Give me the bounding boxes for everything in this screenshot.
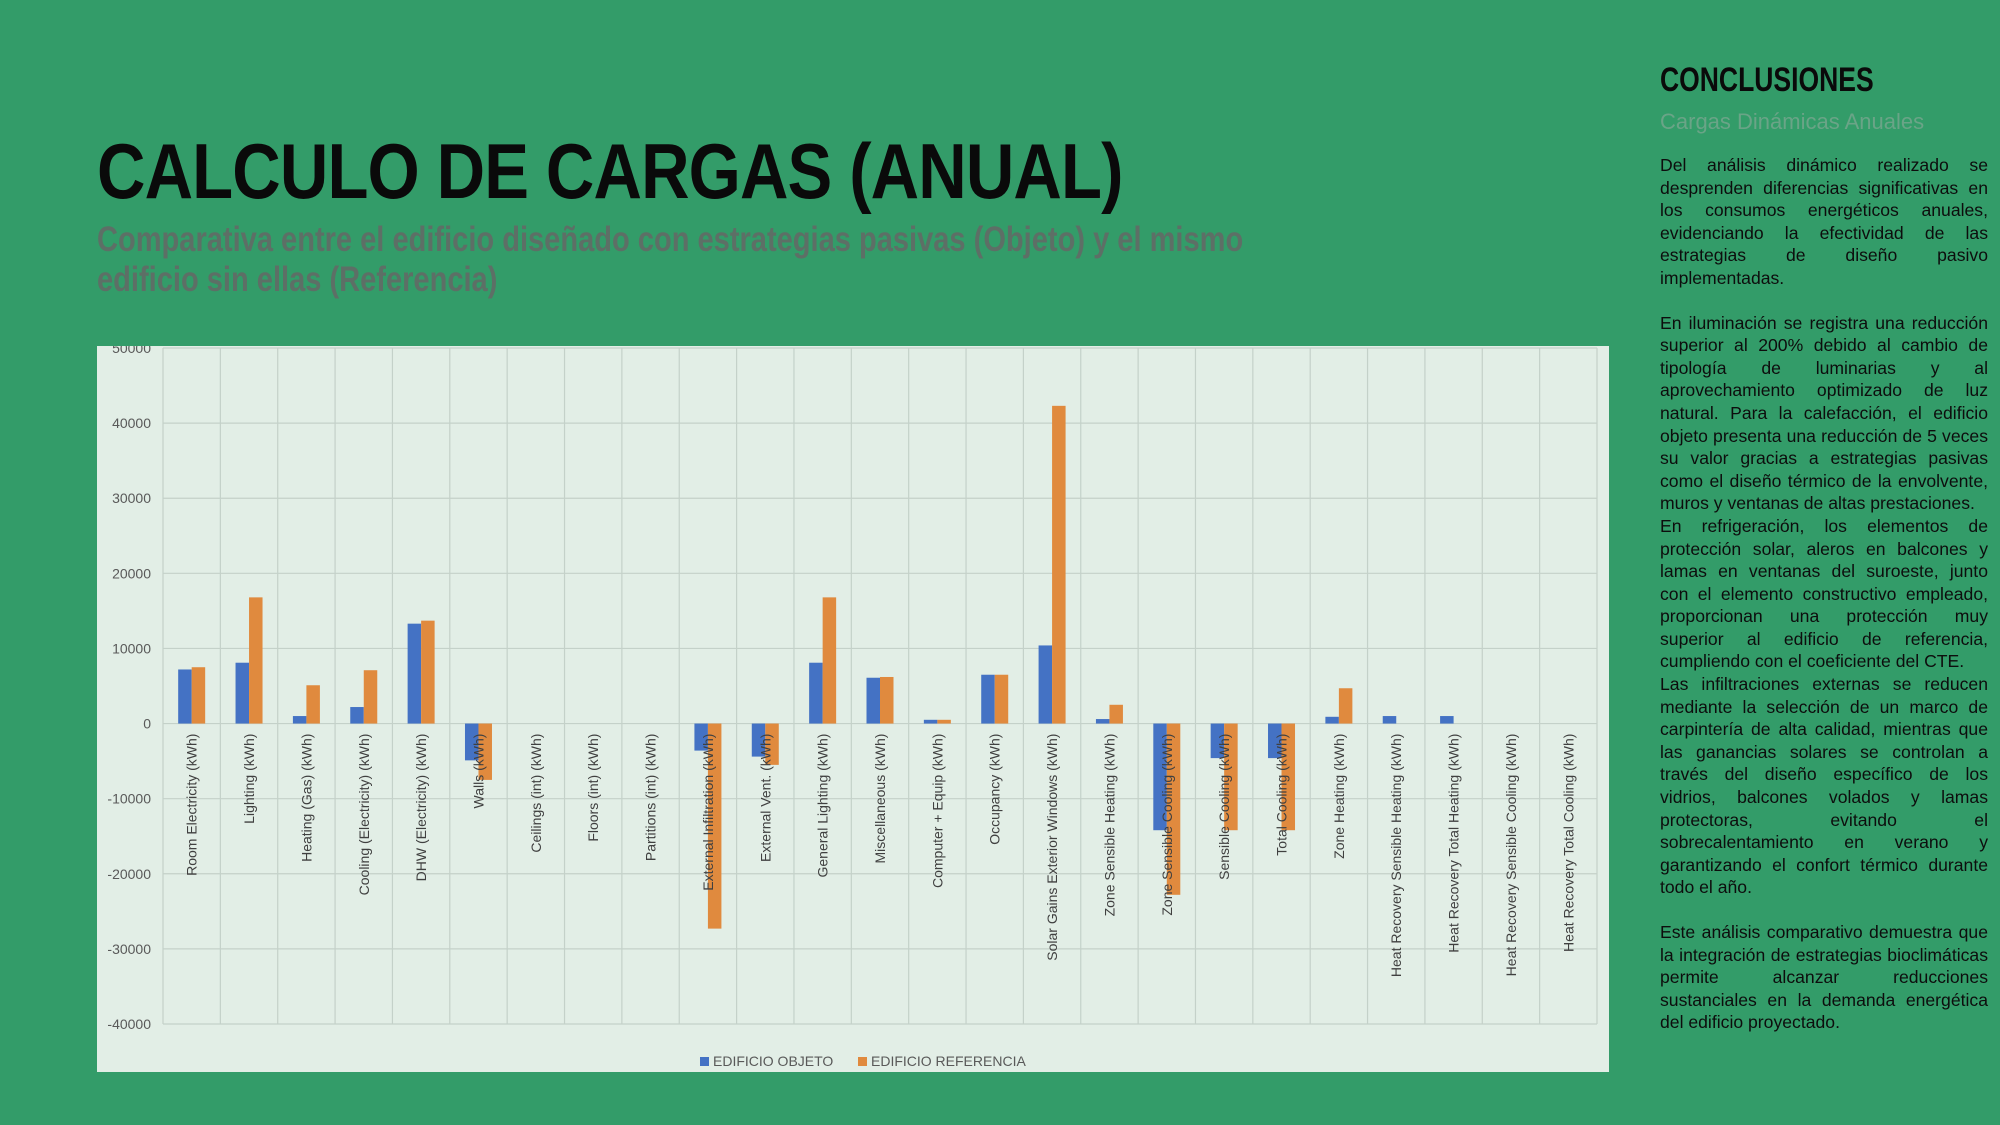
legend-swatch-objeto <box>700 1057 709 1066</box>
bar-objeto <box>1038 645 1053 724</box>
bar-referencia <box>937 719 951 724</box>
bar-objeto <box>1210 723 1225 759</box>
x-category-label: External Infiltration (kWh) <box>700 734 716 891</box>
y-tick-label: -30000 <box>107 941 151 957</box>
page-title: CALCULO DE CARGAS (ANUAL) <box>97 127 1123 215</box>
bar-objeto <box>464 723 479 761</box>
x-category-label: External Vent. (kWh) <box>757 734 773 862</box>
y-tick-label: 10000 <box>112 640 151 656</box>
x-category-label: Miscellaneous (kWh) <box>872 734 888 864</box>
bar-referencia <box>765 723 779 765</box>
bar-referencia <box>478 723 492 780</box>
bar-referencia <box>1224 723 1238 831</box>
bar-objeto <box>694 723 708 751</box>
x-category-label: Zone Sensible Heating (kWh) <box>1101 734 1117 917</box>
legend-label-referencia: EDIFICIO REFERENCIA <box>871 1053 1026 1069</box>
x-axis-labels: Room Electricity (kWh) Lighting (kWh) Heat… <box>184 734 1577 978</box>
y-tick-label: 50000 <box>112 346 151 356</box>
bar-objeto <box>350 707 364 724</box>
x-category-label: Floors (int) (kWh) <box>585 734 601 842</box>
page-subtitle: Comparativa entre el edificio diseñado c… <box>97 220 1244 299</box>
x-category-label: Heat Recovery Sensible Cooling (kWh) <box>1503 734 1519 977</box>
bar-objeto <box>866 677 880 724</box>
bar-objeto <box>1440 716 1454 724</box>
conclusion-paragraph: Este análisis comparativo demuestra que … <box>1660 922 1988 1033</box>
conclusion-paragraph: En iluminación se registra una reducción… <box>1660 312 1988 514</box>
legend-swatch-referencia <box>858 1057 867 1066</box>
x-category-label: Room Electricity (kWh) <box>184 734 200 876</box>
bars <box>178 405 1454 929</box>
bar-chart: 50000 40000 30000 20000 10000 0 -10000 -20000 -3… <box>107 346 1598 1069</box>
conclusions-subtitle: Cargas Dinámicas Anuales <box>1660 109 1925 134</box>
x-category-label: Heating (Gas) (kWh) <box>298 734 314 862</box>
conclusions-panel: CONCLUSIONES Cargas Dinámicas Anuales De… <box>1660 56 1988 1034</box>
legend: EDIFICIO OBJETO EDIFICIO REFERENCIA <box>700 1053 1026 1069</box>
bar-objeto <box>292 716 307 724</box>
y-tick-label: 0 <box>143 716 151 732</box>
chart-panel: 50000 40000 30000 20000 10000 0 -10000 -20000 -3… <box>97 346 1609 1072</box>
bar-objeto <box>809 662 823 724</box>
conclusion-paragraph: Del análisis dinámico realizado se despr… <box>1660 155 1988 288</box>
y-tick-label: 30000 <box>112 490 151 506</box>
bar-referencia <box>191 667 206 724</box>
bar-objeto <box>1153 723 1167 831</box>
bar-referencia <box>880 676 894 724</box>
bar-referencia <box>822 597 837 724</box>
bar-objeto <box>923 719 938 724</box>
conclusion-paragraph: En refrigeración, los elementos de prote… <box>1660 515 1988 672</box>
bar-objeto <box>235 662 250 724</box>
x-category-label: Heat Recovery Total Cooling (kWh) <box>1560 734 1576 952</box>
conclusion-paragraph: Las infiltraciones externas se reducen m… <box>1660 674 1988 898</box>
x-category-label: Ceilings (int) (kWh) <box>528 734 544 853</box>
bar-objeto <box>407 623 422 724</box>
y-tick-label: 40000 <box>112 415 151 431</box>
bar-referencia <box>1052 405 1066 724</box>
bar-referencia <box>363 670 378 724</box>
bar-referencia <box>421 620 435 724</box>
y-tick-label: 20000 <box>112 565 151 581</box>
bar-objeto <box>178 669 192 724</box>
legend-label-objeto: EDIFICIO OBJETO <box>713 1053 833 1069</box>
x-category-label: Partitions (int) (kWh) <box>643 734 659 862</box>
conclusions-title: CONCLUSIONES <box>1660 61 1874 99</box>
x-category-label: Cooling (Electricity) (kWh) <box>356 734 372 896</box>
x-category-label: Heat Recovery Total Heating (kWh) <box>1446 734 1462 953</box>
x-category-label: Walls (kWh) <box>470 734 486 809</box>
x-category-label: Lighting (kWh) <box>241 734 257 824</box>
x-category-label: Zone Heating (kWh) <box>1331 734 1347 859</box>
y-tick-label: -20000 <box>107 866 151 882</box>
bar-objeto <box>1095 719 1110 724</box>
x-category-label: Zone Sensible Cooling (kWh) <box>1159 734 1175 916</box>
x-category-label: General Lighting (kWh) <box>815 734 831 878</box>
x-category-label: Heat Recovery Sensible Heating (kWh) <box>1388 734 1404 978</box>
bar-referencia <box>1109 704 1123 724</box>
y-tick-label: -40000 <box>107 1016 151 1032</box>
x-category-label: Solar Gains Exterior Windows (kWh) <box>1044 734 1060 961</box>
bar-objeto <box>751 723 766 757</box>
bar-objeto <box>1268 723 1282 759</box>
bar-referencia <box>306 685 320 724</box>
bar-objeto <box>981 674 995 724</box>
vertical-gridlines <box>162 348 1598 1024</box>
x-category-label: Sensible Cooling (kWh) <box>1216 734 1232 880</box>
bar-referencia <box>1281 723 1296 831</box>
bar-referencia <box>249 597 263 724</box>
bar-referencia <box>1166 723 1181 895</box>
bar-objeto <box>1325 716 1339 724</box>
bar-referencia <box>994 674 1009 724</box>
x-category-label: Computer + Equip (kWh) <box>929 734 945 888</box>
y-tick-label: -10000 <box>107 791 151 807</box>
y-axis-ticks: 50000 40000 30000 20000 10000 0 -10000 -20000 -3… <box>107 346 151 1032</box>
bar-referencia <box>707 723 722 929</box>
x-category-label: Total Cooling (kWh) <box>1274 734 1290 856</box>
bar-referencia <box>1338 688 1353 724</box>
x-category-label: DHW (Electricity) (kWh) <box>413 734 429 882</box>
x-category-label: Occupancy (kWh) <box>987 734 1003 845</box>
bar-objeto <box>1382 716 1397 724</box>
